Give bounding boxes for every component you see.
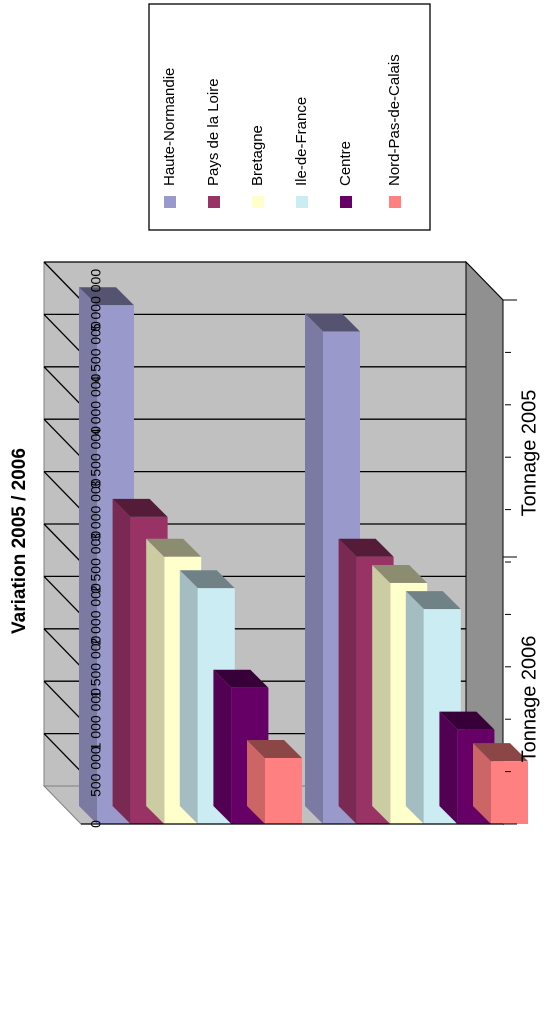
legend-swatch — [164, 196, 176, 208]
value-tick-label: 2 000 000 — [88, 583, 104, 645]
value-tick-label: 2 500 000 — [88, 531, 104, 593]
legend-swatch — [208, 196, 220, 208]
value-tick-label: 500 000 — [88, 746, 104, 797]
gridline-diagonal — [43, 313, 82, 353]
value-tick-label: 3 500 000 — [88, 426, 104, 488]
legend-label: Centre — [337, 141, 354, 186]
gridline-diagonal — [43, 418, 82, 458]
category-label: Tonnage 2006 — [518, 636, 540, 763]
legend-swatch — [252, 196, 264, 208]
legend-label: Nord-Pas-de-Calais — [386, 54, 403, 186]
bar — [247, 739, 302, 824]
legend-label: Ile-de-France — [293, 97, 310, 186]
value-tick-label: 1 500 000 — [88, 635, 104, 697]
gridline-diagonal — [43, 261, 82, 301]
value-tick-label: 5 000 000 — [88, 269, 104, 331]
legend: Haute-Normandie Pays de la Loire Bretagne I… — [148, 3, 431, 231]
bars — [79, 287, 528, 824]
gridline-diagonal — [43, 680, 82, 720]
gridline-diagonal — [43, 628, 82, 668]
gridline-diagonal — [43, 733, 82, 773]
value-tick-label: 4 000 000 — [88, 373, 104, 435]
legend-label: Pays de la Loire — [205, 78, 222, 186]
legend-swatch — [296, 196, 308, 208]
value-tick-label: 4 500 000 — [88, 321, 104, 383]
category-axis: Tonnage 2006 Tonnage 2005 — [503, 299, 540, 825]
value-tick-label: 1 000 000 — [88, 688, 104, 750]
gridline-diagonal — [43, 523, 82, 563]
legend-swatch — [340, 196, 352, 208]
bar — [473, 743, 528, 824]
gridline-diagonal — [43, 471, 82, 511]
legend-label: Haute-Normandie — [161, 68, 178, 186]
value-tick-label: 3 000 000 — [88, 478, 104, 540]
chart-title: Variation 2005 / 2006 — [9, 448, 30, 634]
gridline-diagonal — [43, 575, 82, 615]
legend-box — [148, 3, 431, 231]
legend-swatch — [389, 196, 401, 208]
legend-label: Bretagne — [249, 125, 266, 186]
gridline-diagonal — [43, 366, 82, 406]
category-label: Tonnage 2005 — [518, 390, 540, 517]
